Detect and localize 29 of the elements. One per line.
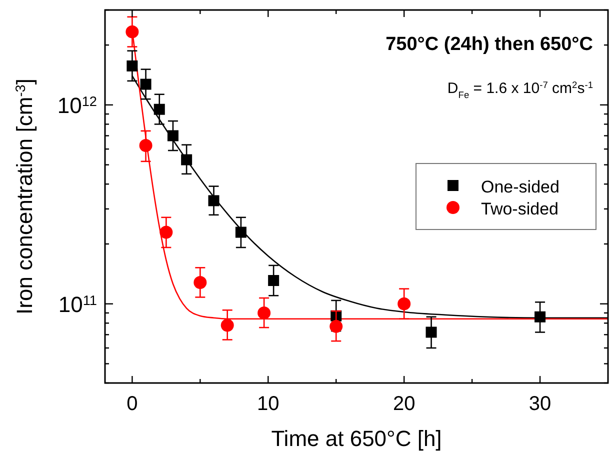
point [126,60,138,72]
point [208,195,220,206]
point [154,104,165,115]
point [330,320,343,333]
x-tick-label: 10 [257,393,280,415]
point [167,130,178,142]
point [268,275,280,286]
point [258,306,271,320]
point [160,226,173,239]
point [426,326,437,338]
point [140,78,152,90]
legend-label: Two-sided [481,200,558,218]
point [181,154,192,166]
point [235,226,246,238]
point [139,139,152,152]
text: 750°C (24h) then 650°C [386,34,594,55]
point [126,25,139,38]
x-tick-label: 20 [392,393,416,415]
point [194,276,207,290]
point [220,318,234,332]
x-axis-title: Time at 650°C [h] [271,426,442,451]
point [534,311,546,322]
annotation: D$_{Fe}$ = 1.6 x 10$^{-7}$ cm$^{2}$s$^{-1}$ [447,80,593,100]
point [398,297,411,310]
y-tick-label: 10$^{11}$ [58,292,97,317]
x-tick-label: 30 [528,393,552,415]
y-tick-label: 10$^{12}$ [57,92,97,118]
x-tick-label: 0 [126,393,138,415]
legend-label: One-sided [481,178,560,196]
